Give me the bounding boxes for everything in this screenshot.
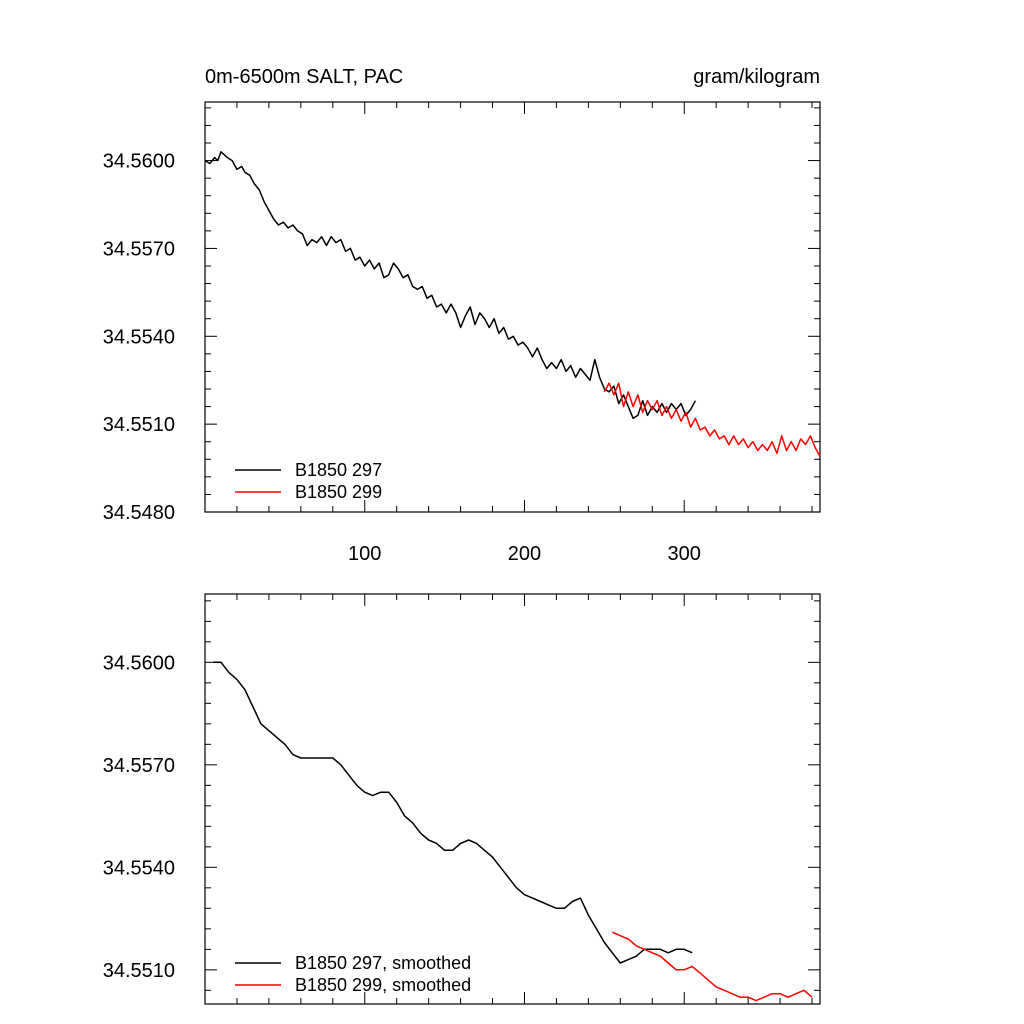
y-tick-label: 34.5570 [103,755,175,777]
legend-label: B1850 299, smoothed [295,975,471,995]
y-tick-label: 34.5480 [103,502,175,524]
series-line-2 [603,382,820,457]
series-line-2 [611,931,813,1002]
legend-label: B1850 297 [295,460,382,480]
legend-label: B1850 299 [295,482,382,502]
plot-frame [204,101,821,513]
y-tick-label: 34.5600 [103,652,175,674]
y-tick-label: 34.5540 [103,326,175,348]
y-tick-label: 34.5570 [103,238,175,260]
plot-frame [204,593,821,1005]
y-tick-label: 34.5510 [103,960,175,982]
units-label: gram/kilogram [693,66,820,88]
x-tick-label: 300 [668,543,701,565]
x-tick-label: 100 [348,543,381,565]
legend-label: B1850 297, smoothed [295,953,471,973]
series-line-1 [213,661,693,964]
top-plot-panel: 34.5480 34.5510 34.5540 34.5570 34.5600 100 20… [103,101,821,565]
y-tick-label: 34.5540 [103,857,175,879]
chart-title: 0m-6500m SALT, PAC [205,66,403,88]
bottom-plot-panel: 34.5510 34.5540 34.5570 34.5600 B1850 297, s… [103,593,821,1005]
series-line-1 [205,151,697,420]
y-tick-label: 34.5600 [103,151,175,173]
x-tick-label: 200 [508,543,541,565]
y-tick-label: 34.5510 [103,414,175,436]
